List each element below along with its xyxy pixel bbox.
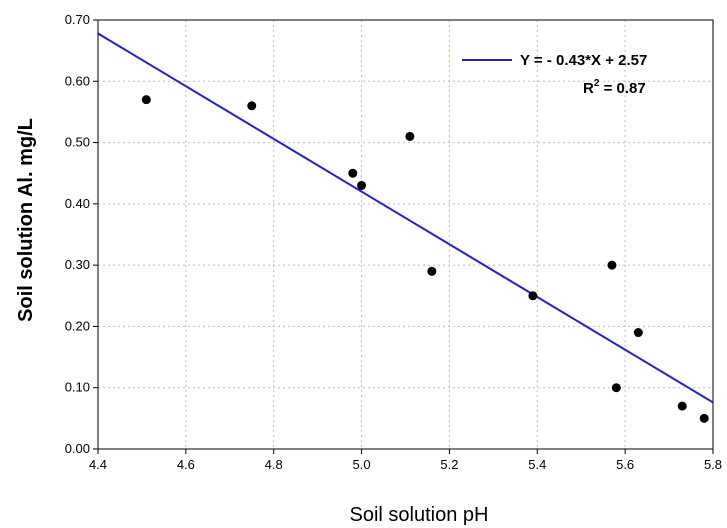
y-tick-label: 0.50 [65,135,90,150]
x-tick-label: 4.4 [89,457,107,472]
r2-prefix: R [583,80,594,97]
legend-equation: Y = - 0.43*X + 2.57 [520,52,647,69]
data-point [611,383,621,393]
regression-line-group [97,32,714,404]
x-tick-label: 5.6 [616,457,634,472]
data-point [405,131,415,141]
data-point [633,328,643,338]
plot-area-frame [97,19,714,450]
data-point [607,260,617,270]
y-tick-label: 0.60 [65,73,90,88]
legend: Y = - 0.43*X + 2.57 R2 = 0.87 [462,52,647,97]
x-tick-label: 4.8 [265,457,283,472]
y-axis-label: Soil solution Al. mg/L [15,118,37,322]
y-axis-ticks: 0.00 0.10 0.20 0.30 0.40 0.50 0.60 0.70 [65,12,98,456]
legend-r-squared: R2 = 0.87 [583,78,646,97]
data-points [141,95,709,423]
data-point [677,401,687,411]
x-tick-label: 5.8 [704,457,722,472]
x-axis-label: Soil solution pH [350,504,489,526]
y-tick-label: 0.40 [65,196,90,211]
y-tick-label: 0.20 [65,318,90,333]
y-tick-label: 0.00 [65,441,90,456]
x-tick-label: 5.0 [353,457,371,472]
x-tick-label: 5.4 [528,457,546,472]
y-tick-label: 0.30 [65,257,90,272]
x-tick-label: 4.6 [177,457,195,472]
grid-lines [98,20,713,449]
data-point [141,95,151,105]
data-point [247,101,257,111]
regression-line [97,32,714,404]
y-tick-label: 0.70 [65,12,90,27]
x-axis-ticks: 4.4 4.6 4.8 5.0 5.2 5.4 5.6 5.8 [89,449,722,472]
data-point [528,291,538,301]
data-point [348,168,358,178]
data-point [357,180,367,190]
r2-superscript: 2 [594,78,600,89]
x-tick-label: 5.2 [440,457,458,472]
y-tick-label: 0.10 [65,380,90,395]
r2-suffix: = 0.87 [599,80,645,97]
data-point [427,266,437,276]
data-point [699,413,709,423]
